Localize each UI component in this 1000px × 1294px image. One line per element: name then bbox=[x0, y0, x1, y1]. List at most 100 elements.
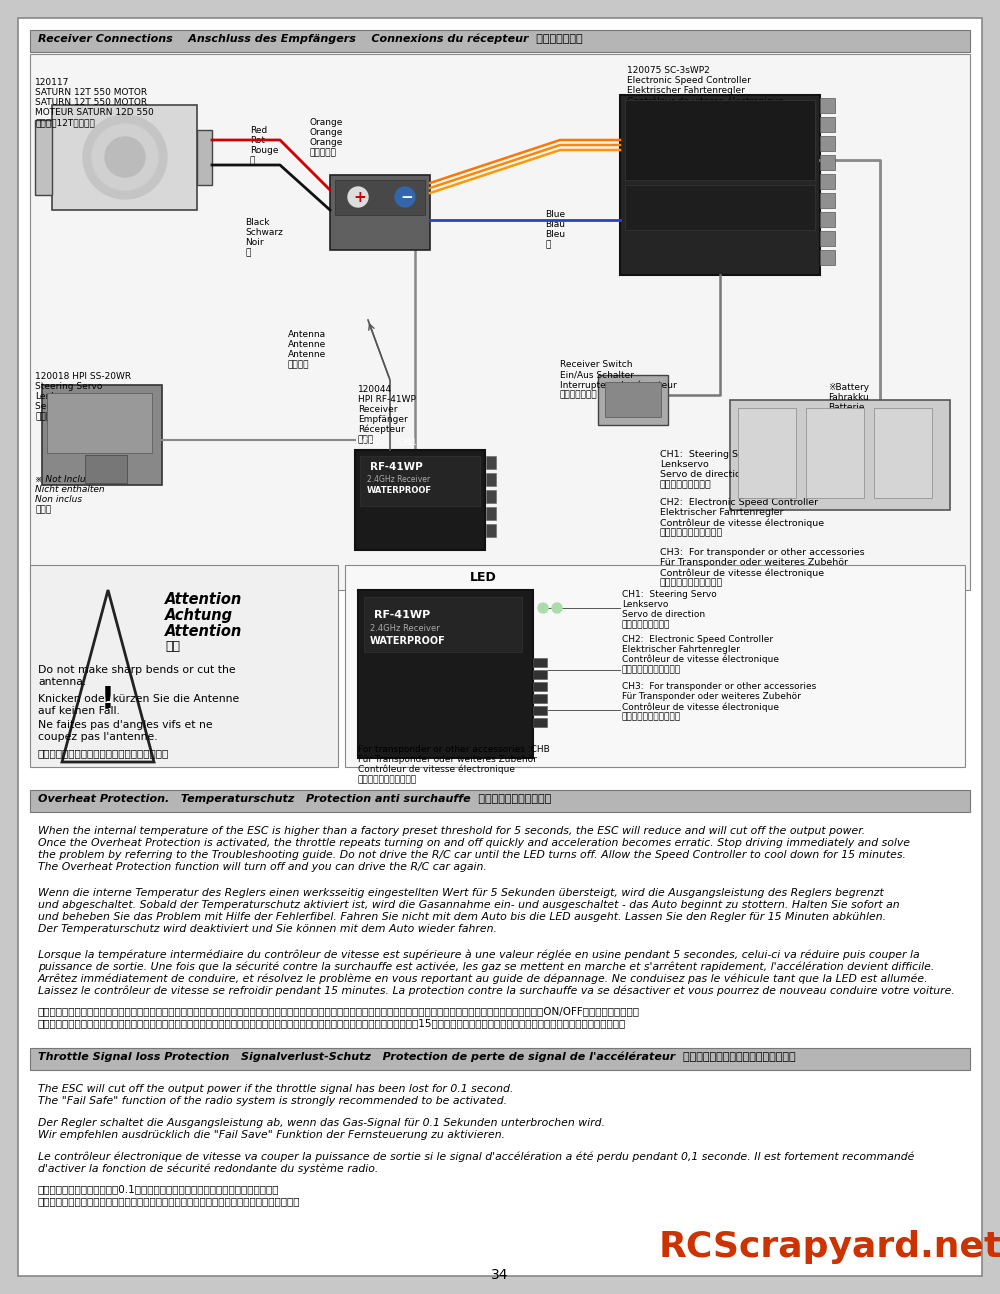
Text: Für Transponder oder weiteres Zubehör: Für Transponder oder weiteres Zubehör bbox=[622, 692, 801, 701]
Text: Achtung: Achtung bbox=[165, 608, 233, 622]
Text: und beheben Sie das Problem mit Hilfe der Fehlerfibel. Fahren Sie nicht mit dem : und beheben Sie das Problem mit Hilfe de… bbox=[38, 912, 886, 923]
Text: The Overheat Protection function will turn off and you can drive the R/C car aga: The Overheat Protection function will tu… bbox=[38, 862, 487, 872]
Bar bbox=[598, 375, 668, 424]
Text: Contrôleur de vitesse électronique: Contrôleur de vitesse électronique bbox=[660, 518, 824, 528]
Bar bbox=[625, 100, 815, 180]
Text: Attention: Attention bbox=[165, 624, 242, 639]
Text: スロットルのシグナル信号が0.1秒間失われると、安全の為に動作停止になります。: スロットルのシグナル信号が0.1秒間失われると、安全の為に動作停止になります。 bbox=[38, 1184, 280, 1194]
Bar bbox=[364, 597, 522, 652]
Text: CH2:    :CH1: CH2: :CH1 bbox=[362, 437, 417, 446]
Bar bbox=[30, 30, 970, 52]
Text: 青: 青 bbox=[545, 239, 550, 248]
Text: Lenkservo: Lenkservo bbox=[35, 392, 81, 401]
Text: MOTEUR SATURN 12D 550: MOTEUR SATURN 12D 550 bbox=[35, 107, 154, 116]
Text: HPI RF-41WP: HPI RF-41WP bbox=[358, 395, 416, 404]
Text: Overheat Protection.   Temperaturschutz   Protection anti surchauffe  ヒートプロテクター機: Overheat Protection. Temperaturschutz Pr… bbox=[38, 795, 551, 804]
Text: RF-41WP: RF-41WP bbox=[374, 609, 430, 620]
Text: WATERPROOF: WATERPROOF bbox=[370, 635, 446, 646]
Bar bbox=[533, 694, 547, 703]
Bar bbox=[533, 707, 547, 716]
Text: CH3:  For transponder or other accessories: CH3: For transponder or other accessorie… bbox=[660, 547, 865, 556]
Text: Receiver Switch: Receiver Switch bbox=[560, 360, 633, 369]
Text: Receiver: Receiver bbox=[358, 405, 398, 414]
Text: Ein/Aus Schalter: Ein/Aus Schalter bbox=[560, 370, 634, 379]
Bar bbox=[42, 386, 162, 485]
Text: Elektrischer Fahrtenregler: Elektrischer Fahrtenregler bbox=[622, 644, 740, 653]
Text: auf keinen Fall.: auf keinen Fall. bbox=[38, 707, 120, 716]
Bar bbox=[533, 718, 547, 727]
Text: スピードコントローラーに大きな負荷がかり回路内の温度が上昇した場合、回路保護の為ヒートプロテクターが作動します。ヒートプロテクターが作動するとスロットルが小刻み: スピードコントローラーに大きな負荷がかり回路内の温度が上昇した場合、回路保護の為… bbox=[38, 1005, 640, 1016]
Text: Interrupteur du récepteur: Interrupteur du récepteur bbox=[560, 380, 677, 389]
Text: Fahrakku: Fahrakku bbox=[828, 393, 869, 402]
Bar bbox=[360, 455, 480, 506]
Bar bbox=[330, 175, 430, 250]
Text: Receiver Connections    Anschluss des Empfängers    Connexions du récepteur  受信機: Receiver Connections Anschluss des Empfä… bbox=[38, 34, 583, 44]
Text: Le contrôleur électronique de vitesse va couper la puissance de sortie si le sig: Le contrôleur électronique de vitesse va… bbox=[38, 1152, 914, 1162]
Text: Arrêtez immédiatement de conduire, et résolvez le problème en vous reportant au : Arrêtez immédiatement de conduire, et ré… bbox=[38, 974, 929, 985]
Text: −: − bbox=[400, 190, 413, 204]
Text: und abgeschaltet. Sobald der Temperaturschutz aktiviert ist, wird die Gasannahme: und abgeschaltet. Sobald der Temperaturs… bbox=[38, 901, 900, 910]
Text: Batterie: Batterie bbox=[828, 402, 864, 411]
Text: スピードコントローラー: スピードコントローラー bbox=[622, 665, 681, 674]
Polygon shape bbox=[62, 590, 154, 762]
Text: Blue: Blue bbox=[545, 210, 565, 219]
Text: Contrôleur de vitesse électronique: Contrôleur de vitesse électronique bbox=[622, 655, 779, 665]
Text: Orange: Orange bbox=[310, 128, 343, 137]
Bar bbox=[820, 173, 835, 189]
Circle shape bbox=[83, 115, 167, 199]
Text: Lenkservo: Lenkservo bbox=[660, 459, 709, 468]
Bar bbox=[820, 116, 835, 132]
Text: Ne faites pas d'angles vifs et ne: Ne faites pas d'angles vifs et ne bbox=[38, 719, 213, 730]
Text: CH2:  Electronic Speed Controller: CH2: Electronic Speed Controller bbox=[622, 635, 773, 644]
Text: 黒: 黒 bbox=[245, 248, 250, 258]
Text: LED: LED bbox=[470, 571, 497, 584]
Bar bbox=[30, 791, 970, 813]
Bar bbox=[47, 393, 152, 453]
Text: Récepteur: Récepteur bbox=[358, 424, 405, 435]
Text: SATURN 12T 550 MOTOR: SATURN 12T 550 MOTOR bbox=[35, 88, 147, 97]
Text: ステアリングサーボ: ステアリングサーボ bbox=[622, 620, 670, 629]
Bar bbox=[486, 507, 496, 520]
Bar bbox=[820, 193, 835, 208]
Text: Steering Servo: Steering Servo bbox=[35, 382, 102, 391]
Bar bbox=[486, 474, 496, 487]
Bar bbox=[30, 1048, 970, 1070]
Text: Throttle Signal loss Protection   Signalverlust-Schutz   Protection de perte de : Throttle Signal loss Protection Signalve… bbox=[38, 1052, 796, 1062]
Bar bbox=[345, 565, 965, 767]
Text: Rot: Rot bbox=[250, 136, 265, 145]
Text: Orange: Orange bbox=[310, 138, 343, 148]
Text: RF-41WP: RF-41WP bbox=[370, 462, 423, 472]
Bar bbox=[358, 590, 533, 758]
Text: 120044: 120044 bbox=[358, 386, 392, 393]
Text: Servo de direction: Servo de direction bbox=[35, 402, 118, 411]
Text: Der Temperaturschutz wird deaktiviert und Sie können mit dem Auto wieder fahren.: Der Temperaturschutz wird deaktiviert un… bbox=[38, 924, 497, 934]
Bar bbox=[486, 524, 496, 537]
Text: Contrôleur de vitesse électronique: Contrôleur de vitesse électronique bbox=[660, 568, 824, 577]
Text: 34: 34 bbox=[491, 1268, 509, 1282]
Text: 受信機スイッチ: 受信機スイッチ bbox=[560, 389, 598, 399]
Text: RCScrapyard.net: RCScrapyard.net bbox=[658, 1231, 1000, 1264]
Bar bbox=[35, 120, 52, 195]
Bar bbox=[874, 408, 932, 498]
Text: Blau: Blau bbox=[545, 220, 565, 229]
Text: Elektrischer Fahrtenregler: Elektrischer Fahrtenregler bbox=[627, 85, 745, 94]
Text: 120075 SC-3sWP2: 120075 SC-3sWP2 bbox=[627, 66, 710, 75]
Text: For transponder or other accessories :CHB: For transponder or other accessories :CH… bbox=[358, 745, 550, 754]
Text: Contrôleur de vitesse électronique: Contrôleur de vitesse électronique bbox=[622, 703, 779, 712]
Text: 注意: 注意 bbox=[165, 641, 180, 653]
Text: 受信機: 受信機 bbox=[358, 435, 374, 444]
Text: Laissez le contrôleur de vitesse se refroidir pendant 15 minutes. La protection : Laissez le contrôleur de vitesse se refr… bbox=[38, 986, 955, 996]
Text: Rouge: Rouge bbox=[250, 146, 278, 155]
Bar bbox=[820, 212, 835, 226]
Text: Bleu: Bleu bbox=[545, 230, 565, 239]
Bar bbox=[30, 54, 970, 590]
Text: +: + bbox=[353, 190, 366, 204]
Circle shape bbox=[552, 603, 562, 613]
Text: スピードコントローラー: スピードコントローラー bbox=[622, 712, 681, 721]
Text: アンテナ: アンテナ bbox=[288, 360, 310, 369]
Bar bbox=[820, 136, 835, 151]
Bar bbox=[533, 659, 547, 666]
Bar bbox=[197, 129, 212, 185]
Bar bbox=[486, 490, 496, 503]
Bar bbox=[820, 250, 835, 265]
